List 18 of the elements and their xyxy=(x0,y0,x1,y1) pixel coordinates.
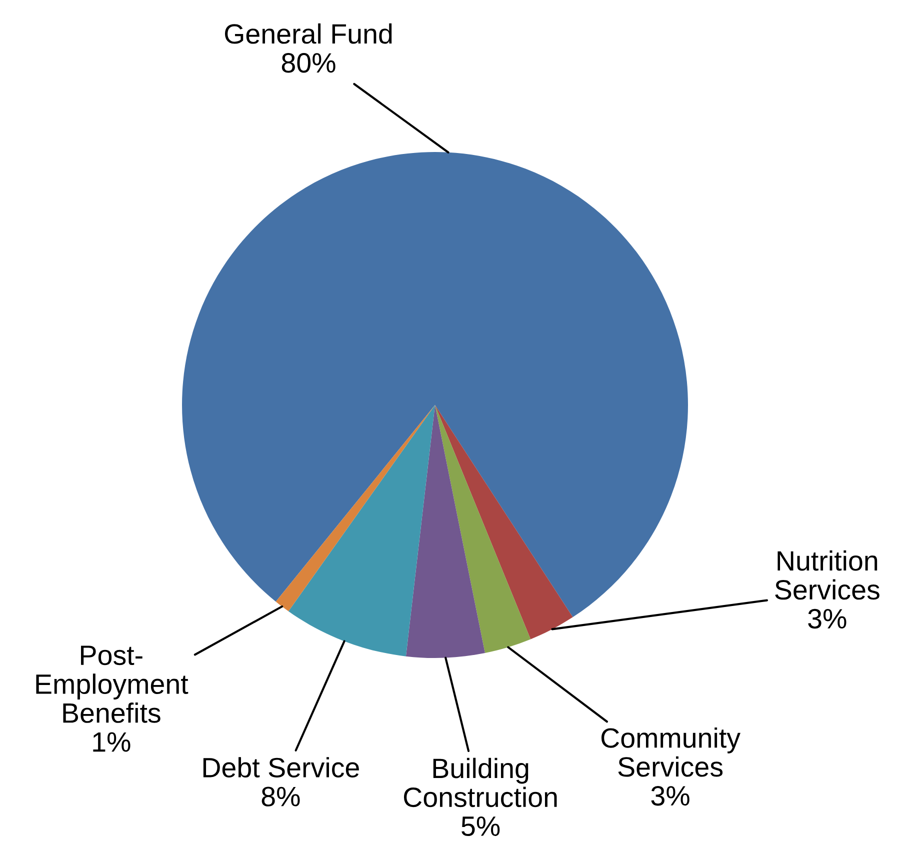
slice-label: General Fund xyxy=(224,23,392,44)
data-label: 1% xyxy=(93,732,130,752)
data-label: 8% xyxy=(262,786,300,806)
pie-slice xyxy=(406,405,486,658)
data-label: 3% xyxy=(651,786,690,806)
data-label: 80% xyxy=(282,53,336,73)
slice-label: Nutrition Services xyxy=(775,550,880,600)
pie-slice xyxy=(182,152,688,618)
slice-label: Post-Employment Benefits xyxy=(36,646,188,723)
pie-slice xyxy=(276,405,435,612)
pie-slice xyxy=(435,405,573,640)
pie-slice xyxy=(288,405,435,656)
slice-label: Building Construction xyxy=(404,758,557,808)
slice-label: Debt Service xyxy=(203,757,359,778)
data-label: 5% xyxy=(462,816,500,836)
slice-label: Community Services xyxy=(601,727,740,777)
pie-slice xyxy=(435,405,531,654)
data-label: 3% xyxy=(808,608,846,629)
